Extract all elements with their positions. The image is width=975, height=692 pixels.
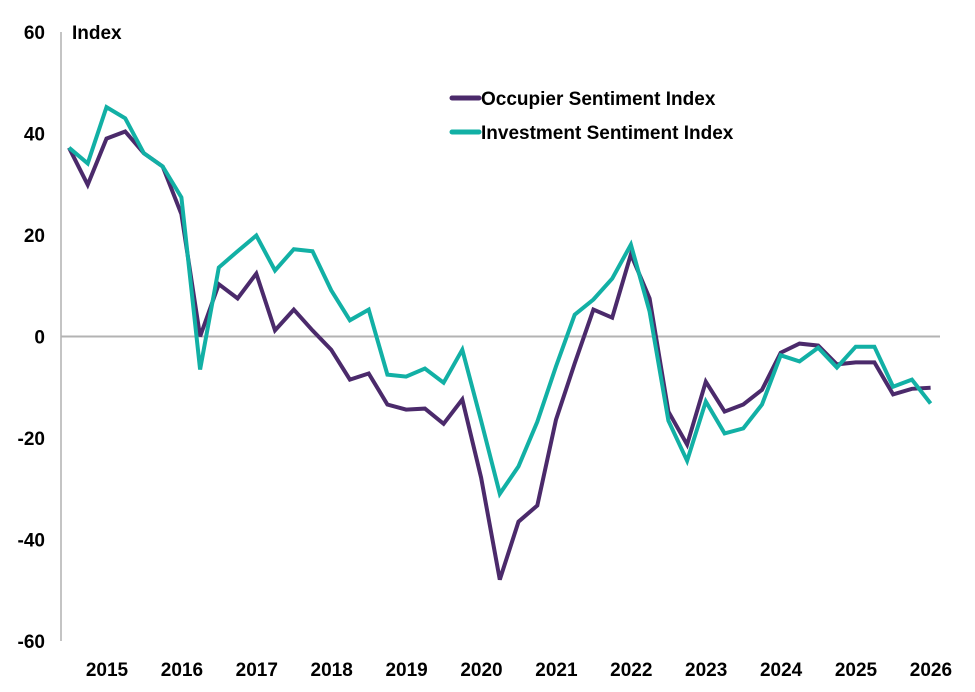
x-tick-label: 2020 — [460, 660, 502, 681]
x-tick-label: 2026 — [910, 660, 952, 681]
x-tick-label: 2022 — [610, 660, 652, 681]
series-line-investment — [67, 104, 933, 499]
y-tick-label: -40 — [18, 531, 45, 552]
x-tick-label: 2017 — [236, 660, 278, 681]
y-tick-label: -20 — [18, 429, 45, 450]
x-tick-label: 2019 — [385, 660, 427, 681]
y-tick-label: 20 — [24, 226, 45, 247]
legend: Occupier Sentiment Index Investment Sent… — [449, 89, 734, 144]
x-tick-label: 2025 — [835, 660, 878, 681]
x-tick-label: 2018 — [311, 660, 353, 681]
legend-label-occupier: Occupier Sentiment Index — [481, 89, 716, 110]
x-tick-label: 2024 — [760, 660, 803, 681]
y-tick-label: 60 — [24, 23, 45, 44]
x-tick-label: 2015 — [86, 660, 129, 681]
y-axis-label: Index — [72, 23, 122, 44]
y-tick-label: 40 — [24, 125, 45, 146]
legend-label-investment: Investment Sentiment Index — [481, 123, 734, 144]
x-tick-label: 2016 — [161, 660, 203, 681]
x-tick-label: 2023 — [685, 660, 727, 681]
x-tick-label: 2021 — [535, 660, 578, 681]
y-tick-label: 0 — [34, 328, 45, 349]
y-tick-label: -60 — [18, 632, 45, 653]
